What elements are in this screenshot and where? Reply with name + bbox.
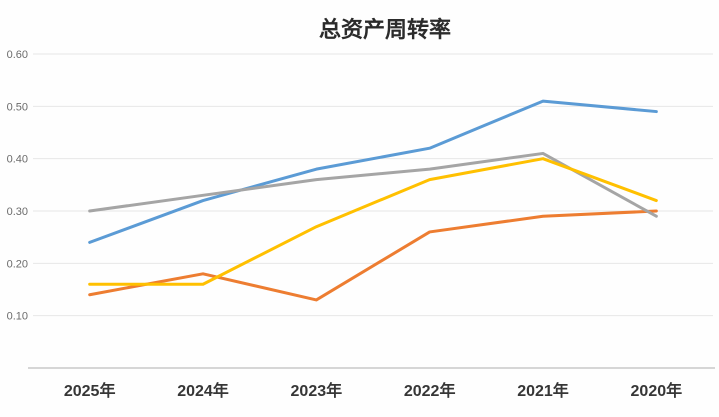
x-axis-label-4: 2022年 (404, 381, 456, 400)
x-axis-label-1: 2025年 (64, 381, 116, 400)
x-axis-label-6: 2020年 (631, 381, 683, 400)
y-tick-label-0.10: 0.10 (7, 311, 28, 323)
y-tick-label-0.40: 0.40 (7, 154, 28, 166)
x-axis-label-3: 2023年 (291, 381, 343, 400)
x-axis-label-5: 2021年 (517, 381, 569, 400)
x-axis-label-2: 2024年 (177, 381, 229, 400)
series-line-gray (88, 151, 658, 218)
series-line-gold (88, 157, 658, 286)
y-tick-label-0.50: 0.50 (7, 101, 28, 113)
series-line-orange (88, 209, 658, 302)
y-tick-label-0.20: 0.20 (7, 258, 28, 270)
y-tick-label-0.60: 0.60 (7, 49, 28, 61)
chart-title: 总资产周转率 (318, 17, 452, 42)
series-line-blue (88, 99, 658, 244)
y-tick-label-0.30: 0.30 (7, 206, 28, 218)
